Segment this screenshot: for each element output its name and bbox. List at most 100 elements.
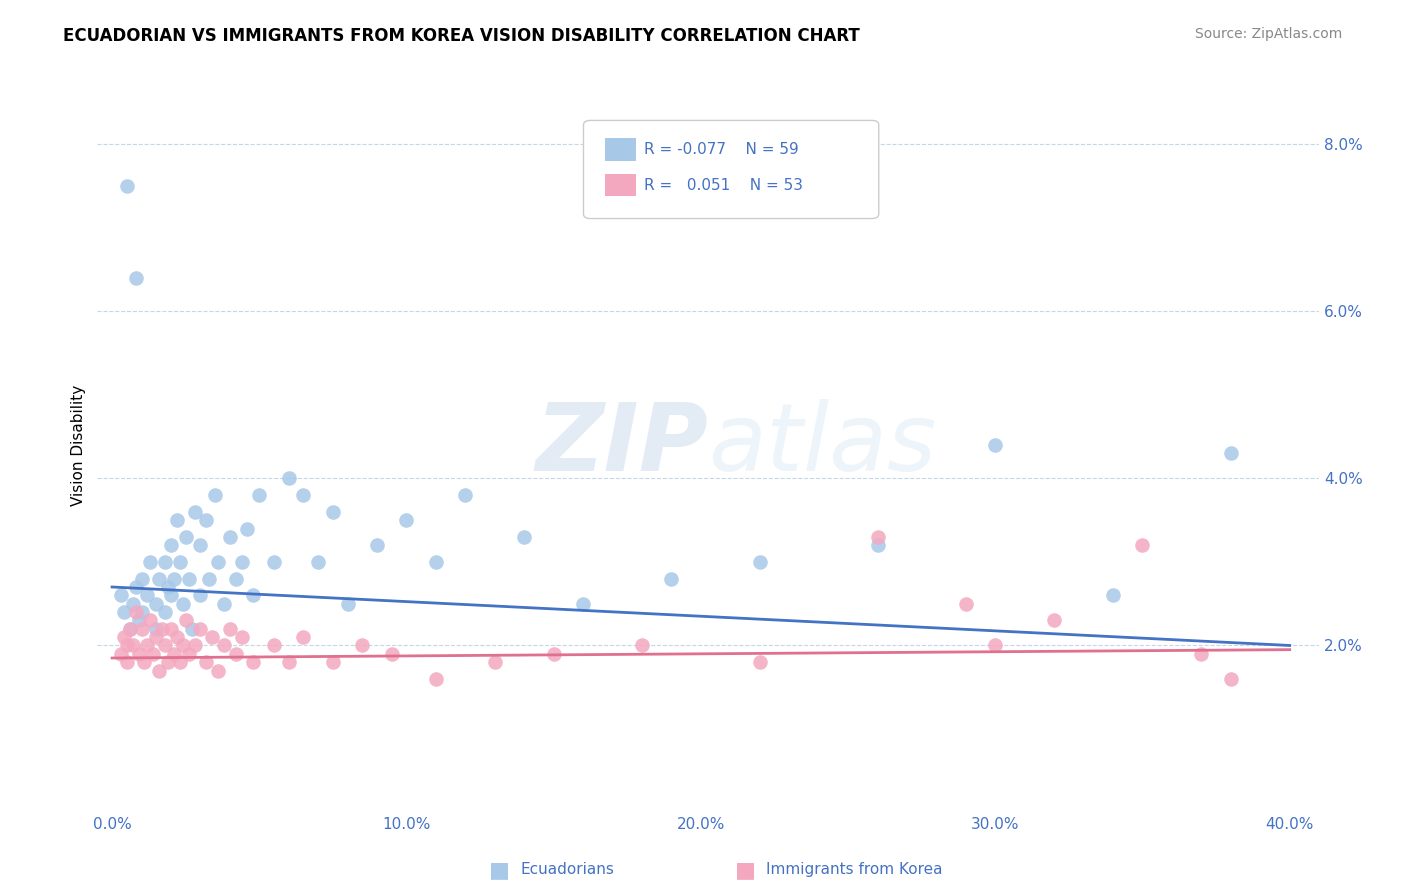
Point bbox=[174, 614, 197, 628]
Point bbox=[1189, 647, 1212, 661]
Point bbox=[866, 530, 889, 544]
Text: ECUADORIAN VS IMMIGRANTS FROM KOREA VISION DISABILITY CORRELATION CHART: ECUADORIAN VS IMMIGRANTS FROM KOREA VISI… bbox=[63, 27, 860, 45]
Point bbox=[225, 647, 247, 661]
Point bbox=[183, 639, 205, 653]
Point bbox=[212, 639, 235, 653]
Point bbox=[163, 647, 186, 661]
Point bbox=[231, 630, 253, 644]
Point bbox=[131, 622, 153, 636]
Point bbox=[866, 538, 889, 552]
Point bbox=[115, 639, 138, 653]
Point bbox=[160, 622, 183, 636]
Point bbox=[1219, 672, 1241, 686]
Point bbox=[128, 614, 150, 628]
Point bbox=[955, 597, 977, 611]
Point bbox=[195, 655, 218, 669]
Point bbox=[748, 655, 770, 669]
Point bbox=[160, 538, 183, 552]
Text: Immigrants from Korea: Immigrants from Korea bbox=[766, 863, 943, 877]
Point bbox=[131, 572, 153, 586]
Point bbox=[307, 555, 329, 569]
Point bbox=[352, 639, 374, 653]
Point bbox=[156, 580, 179, 594]
Point bbox=[169, 655, 191, 669]
Point bbox=[134, 655, 156, 669]
Point bbox=[263, 555, 285, 569]
Point bbox=[242, 588, 264, 602]
Point bbox=[1219, 446, 1241, 460]
Point bbox=[207, 664, 229, 678]
Point bbox=[207, 555, 229, 569]
Point bbox=[148, 664, 170, 678]
Point bbox=[1102, 588, 1125, 602]
Point bbox=[366, 538, 388, 552]
Point bbox=[242, 655, 264, 669]
Point bbox=[177, 647, 200, 661]
Point bbox=[231, 555, 253, 569]
Text: R = -0.077    N = 59: R = -0.077 N = 59 bbox=[644, 143, 799, 157]
Point bbox=[118, 622, 141, 636]
Point bbox=[212, 597, 235, 611]
Point bbox=[263, 639, 285, 653]
Point bbox=[543, 647, 565, 661]
Point bbox=[150, 622, 173, 636]
Point bbox=[124, 271, 146, 285]
Point bbox=[425, 672, 447, 686]
Point bbox=[115, 655, 138, 669]
Point bbox=[484, 655, 506, 669]
Point bbox=[139, 555, 162, 569]
Point bbox=[166, 513, 188, 527]
Text: Ecuadorians: Ecuadorians bbox=[520, 863, 614, 877]
Point bbox=[218, 622, 240, 636]
Point bbox=[1132, 538, 1154, 552]
Point bbox=[631, 639, 654, 653]
Point bbox=[112, 630, 135, 644]
Point bbox=[110, 647, 132, 661]
Point bbox=[247, 488, 270, 502]
Point bbox=[128, 647, 150, 661]
Point bbox=[190, 622, 212, 636]
Point bbox=[177, 572, 200, 586]
Point bbox=[292, 488, 315, 502]
Point bbox=[277, 471, 299, 485]
Point bbox=[124, 605, 146, 619]
Point bbox=[153, 555, 176, 569]
Text: ■: ■ bbox=[735, 860, 755, 880]
Point bbox=[395, 513, 418, 527]
Point bbox=[153, 605, 176, 619]
Point bbox=[984, 639, 1007, 653]
Point bbox=[322, 505, 344, 519]
Point bbox=[172, 639, 194, 653]
Point bbox=[172, 597, 194, 611]
Point bbox=[336, 597, 359, 611]
Point bbox=[145, 630, 167, 644]
Point bbox=[163, 572, 186, 586]
Point bbox=[169, 555, 191, 569]
Point bbox=[142, 647, 165, 661]
Point bbox=[121, 597, 143, 611]
Point bbox=[124, 580, 146, 594]
Point bbox=[174, 530, 197, 544]
Point bbox=[236, 522, 259, 536]
Point bbox=[322, 655, 344, 669]
Point bbox=[136, 639, 159, 653]
Point bbox=[572, 597, 595, 611]
Point bbox=[131, 605, 153, 619]
Text: ZIP: ZIP bbox=[536, 399, 709, 491]
Point bbox=[190, 588, 212, 602]
Point bbox=[112, 605, 135, 619]
Point bbox=[121, 639, 143, 653]
Y-axis label: Vision Disability: Vision Disability bbox=[72, 384, 86, 506]
Point bbox=[153, 639, 176, 653]
Point bbox=[513, 530, 536, 544]
Point bbox=[183, 505, 205, 519]
Point bbox=[145, 597, 167, 611]
Point bbox=[277, 655, 299, 669]
Point bbox=[145, 622, 167, 636]
Point bbox=[195, 513, 218, 527]
Point bbox=[198, 572, 221, 586]
Point bbox=[115, 179, 138, 194]
Text: ■: ■ bbox=[489, 860, 509, 880]
Text: atlas: atlas bbox=[709, 400, 936, 491]
Point bbox=[425, 555, 447, 569]
